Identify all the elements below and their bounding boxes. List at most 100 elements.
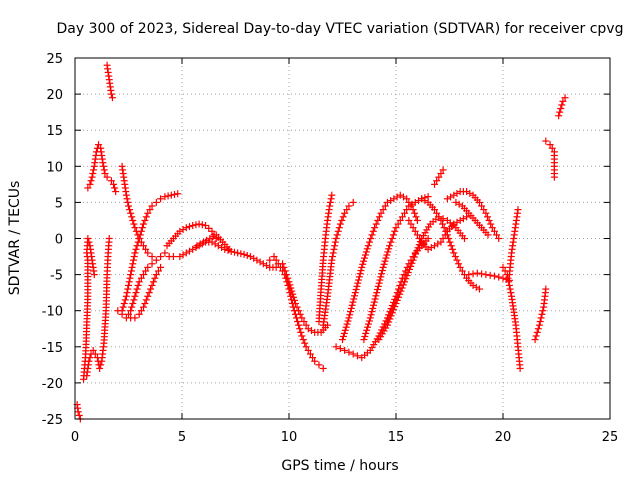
data-point (131, 224, 139, 232)
data-point (250, 254, 258, 262)
data-point (450, 191, 458, 199)
data-point (360, 336, 368, 344)
data-point (396, 216, 404, 224)
data-point (469, 270, 477, 278)
data-point (398, 284, 406, 292)
data-point (368, 231, 376, 239)
data-point (379, 263, 387, 271)
data-point (374, 216, 382, 224)
data-point (208, 227, 216, 235)
data-point (353, 282, 361, 290)
data-point (111, 184, 119, 192)
data-point (301, 339, 309, 347)
data-point (385, 318, 393, 326)
data-point (108, 94, 116, 102)
data-point (95, 141, 103, 149)
data-point (349, 298, 357, 306)
data-point (122, 292, 130, 300)
data-point (431, 242, 439, 250)
data-point (387, 238, 395, 246)
data-point (157, 253, 165, 261)
data-point (192, 221, 200, 229)
data-point (86, 354, 94, 362)
data-point (411, 227, 419, 235)
data-point (396, 191, 404, 199)
data-point (128, 303, 136, 311)
data-point (378, 270, 386, 278)
data-point (370, 298, 378, 306)
data-point (89, 346, 97, 354)
y-axis-label: SDTVAR / TECUs (7, 181, 23, 296)
y-tick-label: 0 (55, 233, 63, 248)
data-point (357, 267, 365, 275)
data-point (339, 213, 347, 221)
data-point (182, 224, 190, 232)
data-point (128, 213, 136, 221)
data-point (123, 289, 131, 297)
data-point (151, 274, 159, 282)
data-point (536, 318, 544, 326)
data-point (490, 227, 498, 235)
data-point (363, 245, 371, 253)
y-tick-label: -10 (42, 305, 63, 320)
data-point (456, 263, 464, 271)
data-point (174, 190, 182, 198)
data-point (298, 332, 306, 340)
data-point (408, 259, 416, 267)
x-tick-label: 5 (178, 430, 186, 445)
data-point (103, 173, 111, 181)
data-point (403, 195, 411, 203)
data-point (198, 221, 206, 229)
data-point (298, 314, 306, 322)
data-point (414, 197, 422, 205)
data-point (302, 321, 310, 329)
data-point (351, 292, 359, 300)
data-point (505, 281, 513, 289)
data-point (149, 278, 157, 286)
data-point (142, 213, 150, 221)
data-point (125, 281, 132, 289)
data-point (127, 307, 135, 315)
data-point (504, 274, 512, 282)
data-point (333, 231, 341, 239)
data-point (195, 220, 203, 228)
data-point (392, 224, 400, 232)
data-point (363, 326, 371, 334)
data-point (557, 105, 565, 113)
data-point (319, 364, 327, 372)
data-point (84, 235, 92, 242)
data-point (125, 278, 133, 286)
data-point (556, 108, 564, 116)
data-point (359, 260, 367, 268)
data-point (328, 191, 336, 199)
data-point (100, 162, 108, 170)
data-point (538, 310, 546, 318)
data-point (351, 289, 359, 297)
data-point (437, 238, 445, 246)
data-point (342, 323, 350, 331)
data-point (182, 249, 190, 257)
data-point (299, 336, 307, 344)
data-point (484, 231, 492, 239)
data-point (361, 254, 369, 262)
data-point (144, 263, 152, 271)
data-point (130, 253, 138, 261)
data-point (141, 216, 149, 224)
data-point (137, 274, 145, 282)
data-point (368, 308, 376, 316)
data-point (376, 276, 384, 284)
data-point (412, 213, 420, 221)
data-point (243, 251, 251, 259)
data-point (296, 325, 304, 333)
data-point (534, 325, 542, 333)
data-point (388, 309, 396, 317)
data-point (486, 271, 494, 279)
data-point (167, 191, 175, 199)
data-point (535, 321, 543, 329)
y-tick-label: 25 (46, 52, 63, 67)
data-point (287, 284, 295, 292)
data-point (407, 220, 415, 228)
data-point (123, 195, 131, 203)
data-point (374, 285, 382, 293)
